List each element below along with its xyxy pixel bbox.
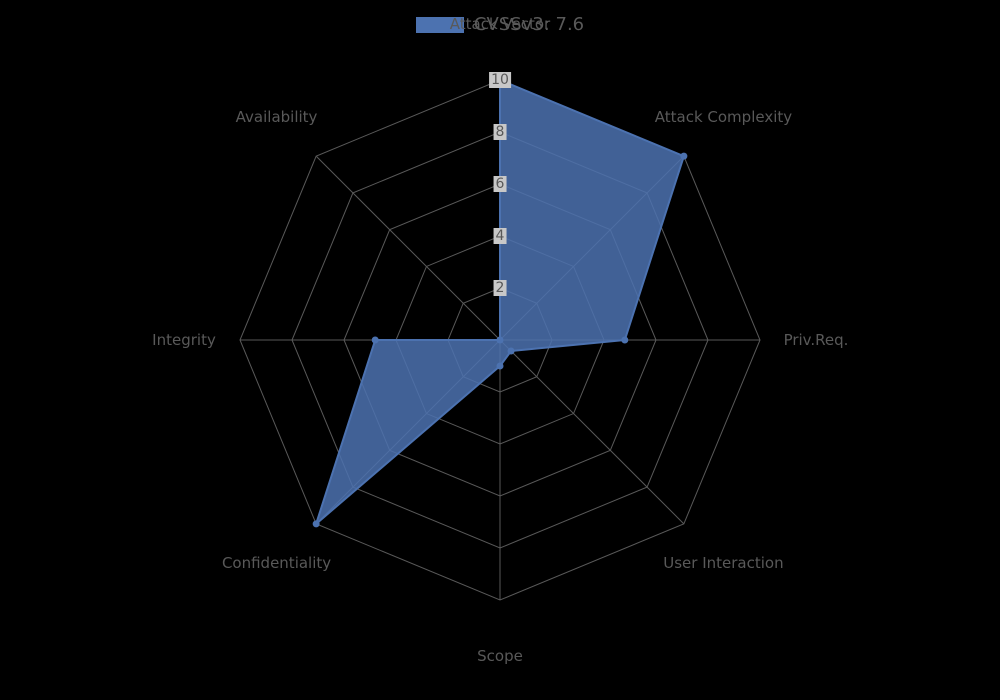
radar-chart [0,0,1000,700]
axis-label: Confidentiality [222,554,331,572]
axis-label: Attack Vector [450,15,550,33]
tick-label: 8 [494,124,507,140]
axis-label: Availability [236,108,318,126]
tick-label: 4 [494,228,507,244]
axis-label: Scope [477,647,523,665]
tick-label: 10 [489,72,511,88]
axis-label: Priv.Req. [784,331,849,349]
tick-label: 6 [494,176,507,192]
axis-label: User Interaction [663,554,783,572]
tick-label: 2 [494,280,507,296]
axis-label: Integrity [152,331,216,349]
axis-label: Attack Complexity [655,108,792,126]
